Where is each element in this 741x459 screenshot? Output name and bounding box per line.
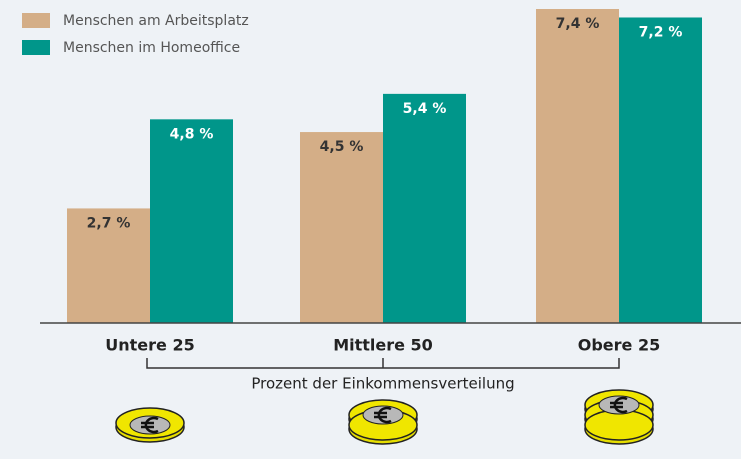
bracket [146, 358, 620, 369]
x-tick-label: Obere 25 [578, 336, 660, 355]
bar [300, 132, 383, 323]
euro-sign [141, 416, 159, 434]
value-label: 7,2 % [639, 24, 683, 40]
legend-label: Menschen am Arbeitsplatz [63, 13, 249, 29]
x-tick-label: Mittlere 50 [333, 336, 433, 355]
legend-label: Menschen im Homeoffice [63, 40, 240, 56]
legend-swatch [22, 13, 50, 28]
coin-center [129, 415, 171, 435]
euro-sign [610, 396, 628, 414]
value-label: 4,8 % [170, 126, 214, 142]
value-label: 2,7 % [87, 215, 131, 231]
euro-sign [374, 406, 392, 424]
x-axis-label: Prozent der Einkommensverteilung [251, 375, 514, 393]
x-tick-label: Untere 25 [105, 336, 194, 355]
bar [67, 208, 150, 323]
value-label: 5,4 % [403, 101, 447, 117]
bar [150, 119, 233, 323]
bar [383, 93, 466, 323]
legend-swatch [22, 40, 50, 55]
bar [619, 17, 702, 324]
bar [536, 9, 619, 323]
coin-center [362, 405, 404, 425]
value-label: 4,5 % [320, 139, 364, 155]
value-label: 7,4 % [556, 16, 600, 32]
coin-center [598, 395, 640, 415]
